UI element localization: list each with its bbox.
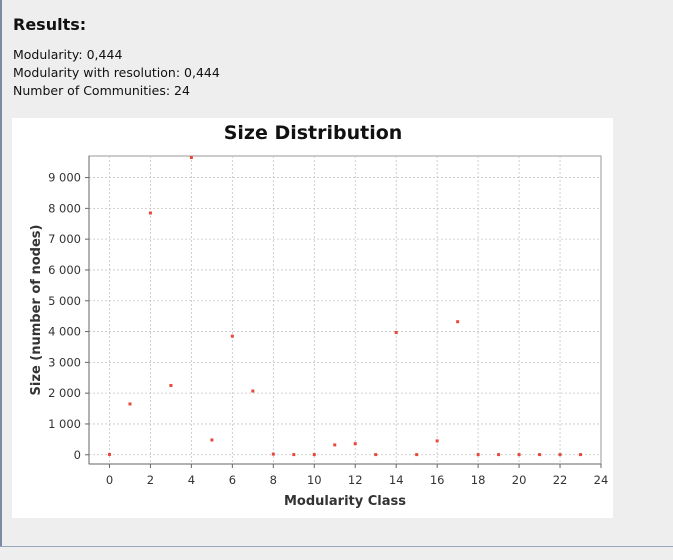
x-tick-label: 8 <box>270 473 277 487</box>
size-distribution-chart: Size Distribution 0 2 4 6 8 10 12 14 16 18 20 22 24 0… <box>12 118 613 518</box>
x-tick-label: 6 <box>229 473 236 487</box>
x-tick-label: 10 <box>307 473 322 487</box>
bottom-button-bar <box>0 546 673 560</box>
x-tick-label: 22 <box>553 473 568 487</box>
x-tick-label: 18 <box>471 473 486 487</box>
y-tick-label: 3 000 <box>48 355 81 369</box>
y-tick-label: 0 <box>74 448 81 462</box>
x-tick-label: 24 <box>594 473 609 487</box>
y-tick-label: 2 000 <box>48 386 81 400</box>
data-point <box>189 156 193 160</box>
window-left-border <box>0 0 2 560</box>
y-tick-label: 9 000 <box>48 171 81 185</box>
data-point <box>251 389 255 393</box>
data-point <box>579 453 583 457</box>
plot-area <box>88 155 602 465</box>
data-point <box>394 330 398 334</box>
data-point <box>169 383 173 387</box>
data-point <box>415 453 419 457</box>
x-axis-label: Modularity Class <box>284 494 406 509</box>
y-tick-label: 5 000 <box>48 294 81 308</box>
x-tick-label: 12 <box>348 473 363 487</box>
data-point <box>271 452 275 456</box>
data-point <box>353 442 357 446</box>
data-point <box>107 452 111 456</box>
data-point <box>374 453 378 457</box>
data-point <box>230 334 234 338</box>
x-tick-label: 20 <box>512 473 527 487</box>
x-tick-label: 4 <box>188 473 195 487</box>
x-tick-label: 16 <box>430 473 445 487</box>
data-point <box>497 453 501 457</box>
data-point <box>148 211 152 215</box>
y-axis-label: Size (number of nodes) <box>29 225 44 396</box>
data-point <box>435 439 439 443</box>
data-point <box>292 453 296 457</box>
data-point <box>558 453 562 457</box>
data-point <box>312 453 316 457</box>
x-tick-label: 14 <box>389 473 404 487</box>
data-point <box>476 453 480 457</box>
chart-title: Size Distribution <box>224 122 403 144</box>
data-point <box>128 402 132 406</box>
y-tick-label: 1 000 <box>48 417 81 431</box>
y-tick-label: 6 000 <box>48 263 81 277</box>
data-point <box>456 320 460 324</box>
community-count: Number of Communities: 24 <box>13 83 190 98</box>
data-point <box>333 443 337 447</box>
grid-lines <box>89 156 601 464</box>
data-point <box>517 453 521 457</box>
data-point <box>538 453 542 457</box>
modularity-value: Modularity: 0,444 <box>13 47 123 62</box>
data-point <box>210 438 214 442</box>
y-tick-label: 7 000 <box>48 232 81 246</box>
modularity-resolution-value: Modularity with resolution: 0,444 <box>13 65 220 80</box>
x-tick-label: 0 <box>106 473 113 487</box>
y-tick-label: 8 000 <box>48 201 81 215</box>
y-tick-label: 4 000 <box>48 325 81 339</box>
chart-canvas: Size Distribution 0 2 4 6 8 10 12 14 16 18 20 22 240… <box>29 122 608 509</box>
data-points <box>107 156 583 457</box>
x-tick-label: 2 <box>147 473 154 487</box>
results-heading: Results: <box>13 15 87 34</box>
